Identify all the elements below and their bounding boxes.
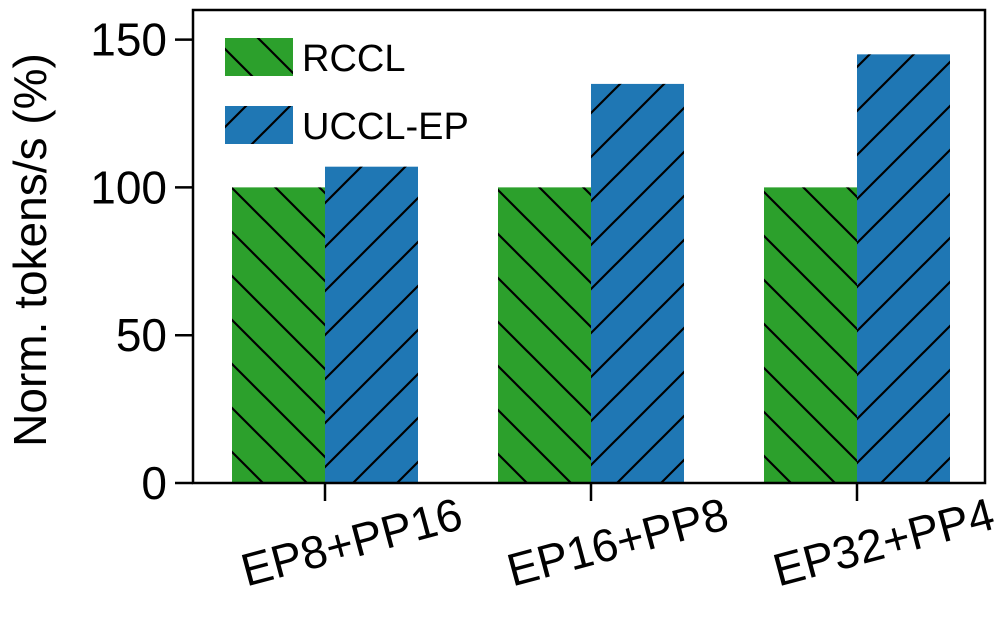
bar-rccl-1: [232, 187, 325, 483]
legend-label-uccl-ep: UCCL-EP: [302, 106, 469, 148]
y-axis-ticks: 0 50 100 150: [90, 14, 193, 509]
legend-item-uccl-ep: UCCL-EP: [225, 106, 469, 148]
bars-group: [232, 54, 950, 483]
legend: RCCL UCCL-EP: [225, 38, 469, 148]
x-tick-label-1: EP8+PP16: [235, 487, 467, 596]
x-tick-label-3: EP32+PP4: [767, 487, 996, 596]
y-tick-label-3: 100: [90, 161, 167, 213]
legend-item-rccl: RCCL: [225, 38, 405, 80]
x-tick-label-2: EP16+PP8: [501, 487, 733, 596]
y-tick-label-1: 0: [141, 457, 167, 509]
x-axis-ticks: EP8+PP16 EP16+PP8 EP32+PP4: [235, 483, 996, 596]
bar-uccl-ep-2: [591, 83, 684, 483]
legend-label-rccl: RCCL: [302, 38, 405, 80]
bar-uccl-ep-3: [857, 54, 950, 483]
y-axis-title: Norm. tokens/s (%): [4, 53, 56, 447]
bar-uccl-ep-1: [325, 166, 418, 483]
bar-rccl-3: [764, 187, 857, 483]
bar-rccl-2: [498, 187, 591, 483]
y-tick-label-4: 150: [90, 14, 167, 66]
y-tick-label-2: 50: [116, 309, 167, 361]
plot-frame: [191, 8, 987, 485]
